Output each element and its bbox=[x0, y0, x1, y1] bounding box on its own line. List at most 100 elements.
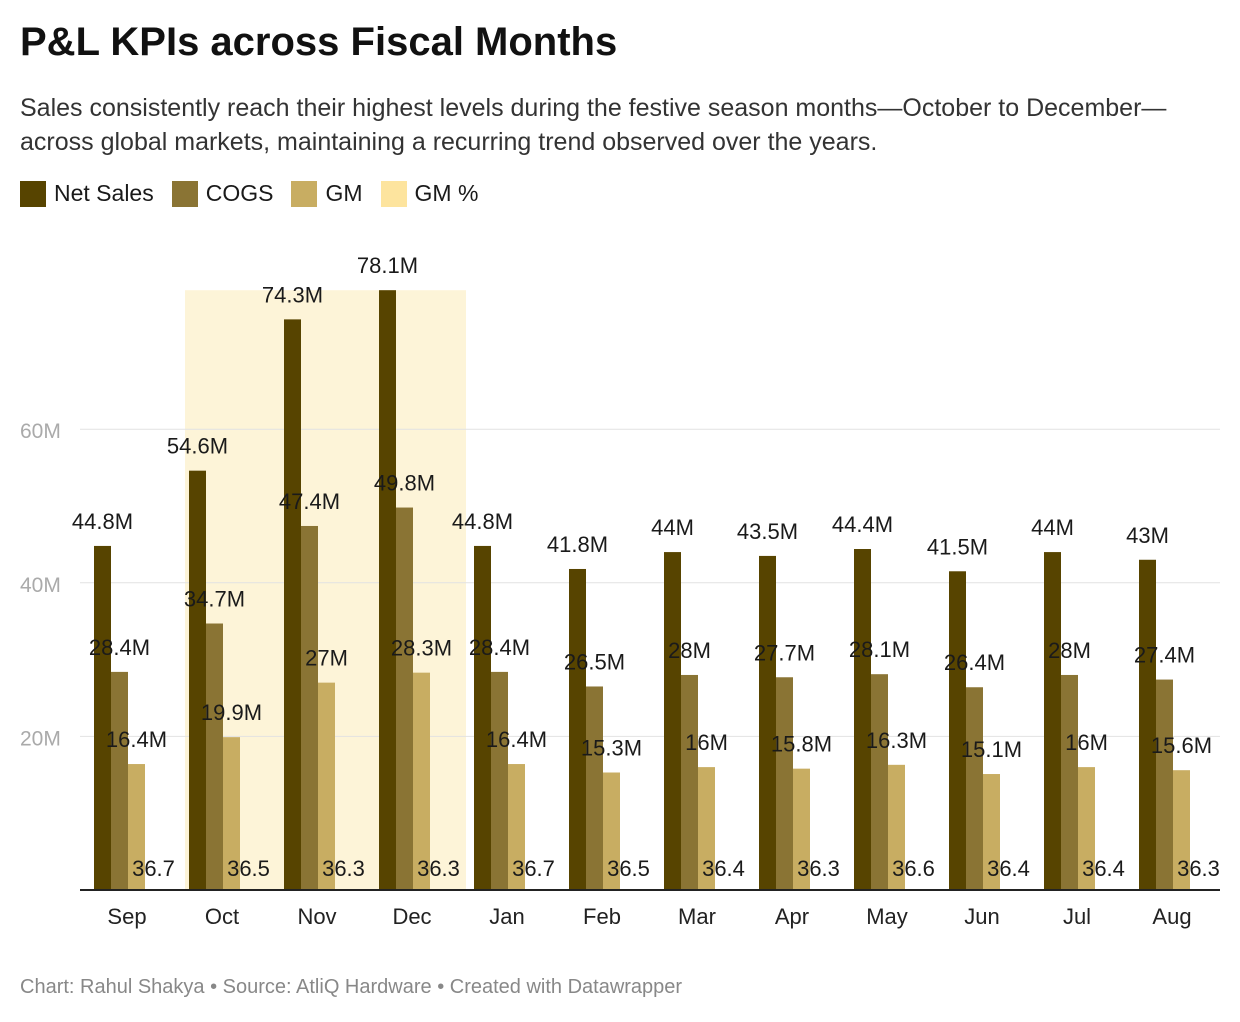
data-label-gm: 16.4M bbox=[486, 727, 547, 752]
data-label-cogs: 34.7M bbox=[184, 587, 245, 612]
bar-net-sales bbox=[379, 290, 396, 890]
legend-item-net-sales: Net Sales bbox=[20, 180, 154, 207]
chart-footer: Chart: Rahul Shakya • Source: AtliQ Hard… bbox=[20, 976, 683, 998]
bar-gm bbox=[888, 764, 905, 890]
bar-gm bbox=[128, 764, 145, 890]
bar-net-sales bbox=[949, 571, 966, 890]
data-label-cogs: 28.1M bbox=[849, 637, 910, 662]
data-label-cogs: 49.8M bbox=[374, 471, 435, 496]
data-label-gm: 16M bbox=[685, 730, 728, 755]
bar-gm bbox=[508, 764, 525, 890]
data-label-cogs: 28M bbox=[1048, 638, 1091, 663]
bar-net-sales bbox=[94, 545, 111, 890]
x-tick-label: Dec bbox=[392, 904, 431, 929]
data-label-net-sales: 54.6M bbox=[167, 434, 228, 459]
data-label-net-sales: 74.3M bbox=[262, 282, 323, 307]
data-label-cogs: 27.4M bbox=[1134, 643, 1195, 668]
data-label-gm: 15.1M bbox=[961, 737, 1022, 762]
legend-label-cogs: COGS bbox=[205, 180, 274, 206]
data-label-gm-pct: 36.3 bbox=[417, 856, 460, 881]
legend-swatch-gm bbox=[291, 180, 318, 207]
data-label-gm-pct: 36.4 bbox=[1082, 856, 1125, 881]
bar-cogs bbox=[1061, 674, 1078, 890]
data-label-gm: 15.8M bbox=[771, 732, 832, 757]
data-label-net-sales: 44M bbox=[1031, 515, 1074, 540]
x-tick-label: Sep bbox=[107, 904, 146, 929]
chart-subtitle: Sales consistently reach their highest l… bbox=[20, 94, 1167, 156]
y-tick-label: 60M bbox=[20, 420, 61, 443]
bar-chart: 20M 40M 60M 44.8M 28.4M 16.4M 36.7 Sep 54.6M 34.7… bbox=[20, 253, 1220, 929]
data-label-gm: 15.6M bbox=[1151, 733, 1212, 758]
legend-label-gm: GM bbox=[325, 180, 363, 206]
data-label-net-sales: 41.8M bbox=[547, 532, 608, 557]
bar-cogs bbox=[206, 623, 223, 890]
bar-gm bbox=[603, 772, 620, 890]
y-tick-label: 20M bbox=[20, 727, 61, 750]
legend-swatch-gm-pct bbox=[380, 180, 407, 207]
data-label-gm-pct: 36.3 bbox=[1177, 856, 1220, 881]
data-label-net-sales: 44.8M bbox=[72, 509, 133, 534]
legend: Net Sales COGS GM GM % bbox=[20, 180, 478, 207]
x-tick-label: Oct bbox=[205, 904, 239, 929]
bar-net-sales bbox=[189, 470, 206, 890]
data-label-gm-pct: 36.7 bbox=[132, 856, 175, 881]
bar-gm bbox=[318, 682, 335, 890]
data-label-net-sales: 41.5M bbox=[927, 534, 988, 559]
data-label-gm-pct: 36.3 bbox=[322, 856, 365, 881]
data-label-gm: 15.3M bbox=[581, 735, 642, 760]
legend-item-gm: GM bbox=[291, 180, 363, 207]
bar-gm bbox=[223, 737, 240, 890]
data-label-gm: 16.3M bbox=[866, 728, 927, 753]
data-label-gm: 19.9M bbox=[201, 700, 262, 725]
bar-net-sales bbox=[664, 552, 681, 890]
data-label-gm-pct: 36.5 bbox=[607, 856, 650, 881]
data-label-cogs: 27.7M bbox=[754, 640, 815, 665]
x-tick-label: May bbox=[866, 904, 908, 929]
bar-cogs bbox=[586, 686, 603, 890]
data-label-cogs: 26.5M bbox=[564, 649, 625, 674]
x-tick-label: Jul bbox=[1063, 904, 1091, 929]
legend-label-net-sales: Net Sales bbox=[54, 180, 154, 206]
bar-cogs bbox=[491, 671, 508, 890]
bar-net-sales bbox=[1044, 552, 1061, 890]
bar-net-sales bbox=[759, 555, 776, 890]
bar-cogs bbox=[111, 671, 128, 890]
legend-swatch-net-sales bbox=[20, 180, 46, 207]
data-label-cogs: 28M bbox=[668, 638, 711, 663]
x-tick-label: Nov bbox=[297, 904, 336, 929]
data-label-cogs: 47.4M bbox=[279, 489, 340, 514]
data-label-cogs: 28.4M bbox=[469, 635, 530, 660]
legend-item-gm-pct: GM % bbox=[380, 180, 479, 207]
data-label-gm-pct: 36.4 bbox=[702, 856, 745, 881]
x-tick-label: Mar bbox=[678, 904, 716, 929]
bar-gm bbox=[793, 768, 810, 890]
bar-net-sales bbox=[569, 568, 586, 890]
bar-cogs bbox=[396, 507, 413, 890]
data-label-net-sales: 43.5M bbox=[737, 519, 798, 544]
data-label-gm: 27M bbox=[305, 646, 348, 671]
bar-gm bbox=[413, 672, 430, 890]
data-label-gm-pct: 36.4 bbox=[987, 856, 1030, 881]
data-label-net-sales: 44M bbox=[651, 515, 694, 540]
x-tick-label: Feb bbox=[583, 904, 621, 929]
bar-net-sales bbox=[1139, 559, 1156, 890]
bar-gm bbox=[1173, 770, 1190, 890]
bar-gm bbox=[698, 767, 715, 890]
x-tick-label: Jun bbox=[964, 904, 999, 929]
bar-gm bbox=[983, 774, 1000, 890]
data-label-cogs: 26.4M bbox=[944, 650, 1005, 675]
bar-cogs bbox=[776, 677, 793, 890]
data-label-gm-pct: 36.5 bbox=[227, 856, 270, 881]
data-label-net-sales: 43M bbox=[1126, 523, 1169, 548]
x-tick-label: Aug bbox=[1152, 904, 1191, 929]
x-tick-label: Apr bbox=[775, 904, 809, 929]
legend-item-cogs: COGS bbox=[171, 180, 274, 207]
data-label-gm-pct: 36.3 bbox=[797, 856, 840, 881]
data-label-gm: 28.3M bbox=[391, 636, 452, 661]
legend-label-gm-pct: GM % bbox=[414, 180, 479, 206]
data-label-net-sales: 44.4M bbox=[832, 512, 893, 537]
data-label-gm-pct: 36.6 bbox=[892, 856, 935, 881]
data-label-cogs: 28.4M bbox=[89, 635, 150, 660]
legend-swatch-cogs bbox=[171, 180, 198, 207]
